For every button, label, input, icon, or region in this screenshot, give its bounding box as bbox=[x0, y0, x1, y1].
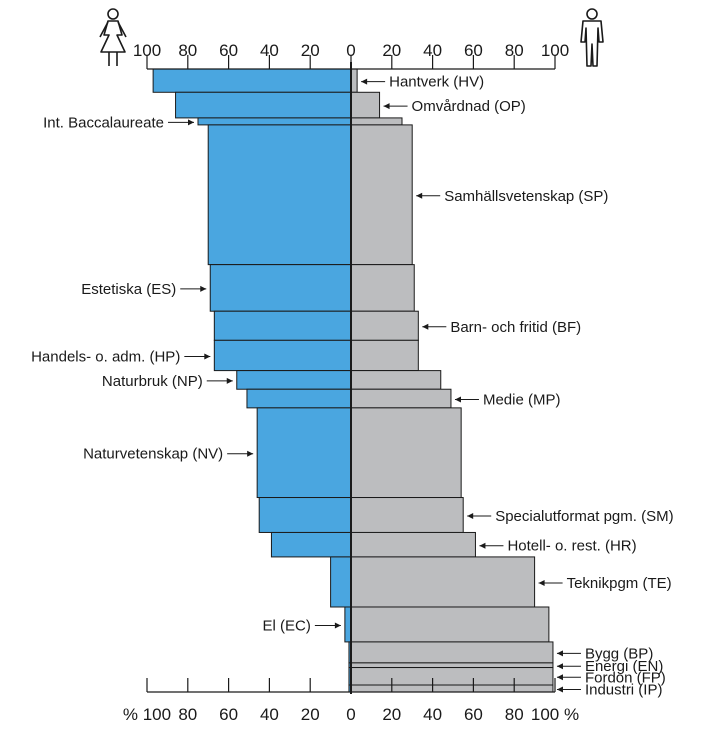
axis-tick-label: 20 bbox=[301, 705, 320, 724]
male-bar bbox=[350, 497, 464, 533]
program-labels-layer: Hantverk (HV) Omvårdnad (OP) Int. Baccalau… bbox=[31, 74, 673, 699]
male-bar bbox=[350, 339, 419, 372]
label-pointer-head bbox=[556, 650, 563, 657]
male-bar bbox=[350, 531, 476, 558]
label-pointer-head bbox=[422, 323, 429, 330]
label-pointer-head bbox=[454, 396, 461, 403]
axis-tick-label: 40 bbox=[260, 705, 279, 724]
program-label: Industri (IP) bbox=[585, 682, 663, 699]
female-bar bbox=[256, 407, 352, 499]
woman-icon bbox=[99, 8, 127, 66]
male-bar bbox=[350, 606, 550, 643]
program-label: Bygg (BP) bbox=[585, 645, 653, 662]
axis-tick-label: 60 bbox=[464, 41, 483, 60]
axis-tick-label: 20 bbox=[301, 41, 320, 60]
axis-tick-label: 20 bbox=[382, 41, 401, 60]
male-bar bbox=[350, 388, 452, 409]
male-bar bbox=[350, 91, 381, 119]
axis-tick-label: 60 bbox=[219, 705, 238, 724]
axis-tick-label: 60 bbox=[219, 41, 238, 60]
label-pointer-head bbox=[226, 377, 233, 384]
female-bar bbox=[270, 531, 352, 558]
axes-layer: 100 80 60 40 20 0 20 40 60 80 100 % 100 80 60 40 20 0 20 4… bbox=[123, 41, 579, 724]
male-bar bbox=[350, 264, 415, 312]
man-icon bbox=[580, 8, 604, 67]
axis-tick-label: 100 bbox=[541, 41, 569, 60]
female-bar bbox=[207, 124, 352, 266]
bars-layer bbox=[152, 68, 554, 693]
female-bar bbox=[330, 556, 352, 608]
program-label: El (EC) bbox=[263, 617, 311, 634]
male-bar bbox=[350, 370, 442, 390]
program-label: Naturbruk (NP) bbox=[102, 373, 203, 390]
program-label: Fordon (FP) bbox=[585, 669, 666, 686]
label-pointer-head bbox=[479, 542, 486, 549]
label-pointer-head bbox=[538, 579, 545, 586]
axis-tick-label: 100 % bbox=[531, 705, 579, 724]
label-pointer-head bbox=[200, 285, 207, 292]
program-label: Estetiska (ES) bbox=[81, 281, 176, 298]
label-pointer-head bbox=[334, 622, 341, 629]
program-label: Int. Baccalaureate bbox=[43, 114, 164, 131]
axis-tick-label: 60 bbox=[464, 705, 483, 724]
axis-tick-label: 80 bbox=[178, 41, 197, 60]
male-bar bbox=[350, 407, 462, 499]
female-bar bbox=[197, 117, 352, 126]
label-pointer-head bbox=[556, 674, 563, 681]
female-bar bbox=[236, 370, 352, 390]
male-bar bbox=[350, 667, 554, 686]
program-label: Handels- o. adm. (HP) bbox=[31, 348, 180, 365]
female-bar bbox=[213, 310, 352, 341]
label-pointer-head bbox=[556, 686, 563, 693]
label-pointer-head bbox=[204, 353, 211, 360]
program-label: Teknikpgm (TE) bbox=[567, 575, 672, 592]
axis-tick-label: 20 bbox=[382, 705, 401, 724]
label-pointer-head bbox=[383, 103, 390, 110]
male-bar bbox=[350, 310, 419, 341]
axis-tick-label: 80 bbox=[505, 41, 524, 60]
female-bar bbox=[209, 264, 352, 312]
program-label: Medie (MP) bbox=[483, 392, 561, 409]
axis-tick-label: 0 bbox=[346, 705, 355, 724]
male-bar bbox=[350, 117, 403, 126]
axis-tick-label: 80 bbox=[178, 705, 197, 724]
label-pointer-head bbox=[361, 78, 368, 85]
axis-tick-label: 80 bbox=[505, 705, 524, 724]
axis-tick-label: 0 bbox=[346, 41, 355, 60]
label-pointer-head bbox=[247, 450, 254, 457]
female-bar bbox=[258, 497, 352, 533]
program-label: Hotell- o. rest. (HR) bbox=[507, 538, 636, 555]
program-label: Omvårdnad (OP) bbox=[412, 98, 526, 115]
label-pointer-head bbox=[467, 512, 474, 519]
male-bar bbox=[350, 662, 554, 669]
program-label: Energi (EN) bbox=[585, 658, 663, 675]
program-label: Hantverk (HV) bbox=[389, 74, 484, 91]
axis-tick-label: 40 bbox=[423, 41, 442, 60]
label-pointer-head bbox=[188, 119, 194, 126]
female-bar bbox=[213, 339, 352, 372]
male-bar bbox=[350, 124, 413, 266]
male-bar bbox=[350, 684, 554, 693]
female-bar bbox=[246, 388, 352, 409]
program-label: Samhällsvetenskap (SP) bbox=[444, 188, 608, 205]
label-pointer-head bbox=[416, 192, 423, 199]
male-bar bbox=[350, 556, 536, 608]
label-pointer-head bbox=[556, 663, 563, 670]
axis-tick-label: % 100 bbox=[123, 705, 171, 724]
female-bar bbox=[175, 91, 352, 119]
program-label: Barn- och fritid (BF) bbox=[450, 319, 581, 336]
male-bar bbox=[350, 641, 554, 664]
program-label: Specialutformat pgm. (SM) bbox=[495, 508, 673, 525]
program-label: Naturvetenskap (NV) bbox=[83, 446, 223, 463]
axis-tick-label: 40 bbox=[423, 705, 442, 724]
axis-tick-label: 40 bbox=[260, 41, 279, 60]
axis-tick-label: 100 bbox=[133, 41, 161, 60]
female-bar bbox=[152, 68, 352, 93]
